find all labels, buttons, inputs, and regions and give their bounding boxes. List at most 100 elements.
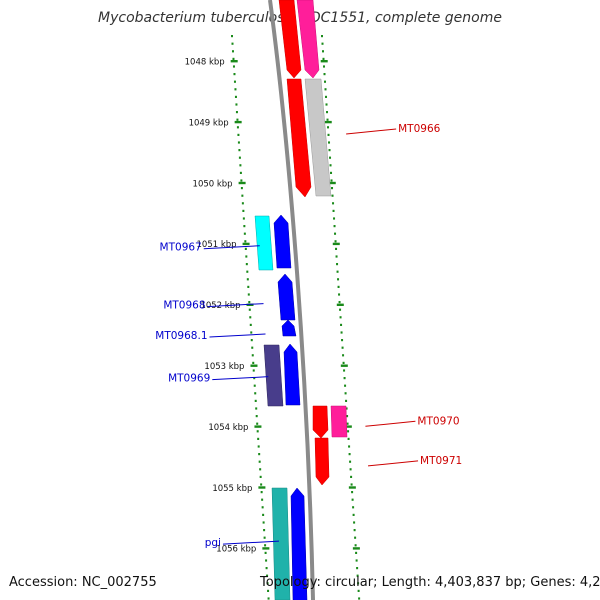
track-dot-left xyxy=(257,437,260,440)
track-dot-left xyxy=(252,361,255,364)
track-dot-left xyxy=(249,316,252,319)
track-dot-left xyxy=(240,179,243,182)
track-dot-right xyxy=(338,293,341,296)
track-dot-left xyxy=(246,270,249,273)
feature-teal[interactable] xyxy=(271,487,291,600)
gene-label[interactable]: MT0968 xyxy=(163,300,205,312)
track-dot-left xyxy=(248,301,251,304)
track-dot-right xyxy=(348,453,351,456)
feature-forward-magenta[interactable] xyxy=(330,405,348,438)
track-dot-left xyxy=(258,460,261,463)
tick-mark-right xyxy=(336,303,344,306)
feature-mt0969[interactable] xyxy=(283,343,301,406)
tick-label: 1056 kbp xyxy=(216,545,256,555)
track-dot-left xyxy=(254,392,257,395)
track-dot-right xyxy=(329,164,332,167)
track-dot-left xyxy=(232,57,235,60)
gene-label[interactable]: MT0966 xyxy=(398,123,441,135)
track-dot-left xyxy=(231,35,233,38)
gene-leader-line xyxy=(222,540,279,545)
track-dot-right xyxy=(324,80,327,83)
track-dot-right xyxy=(340,331,343,334)
tick-label: 1054 kbp xyxy=(208,423,248,433)
gene-leader-line xyxy=(367,460,419,467)
track-dot-right xyxy=(352,506,355,509)
feature-forward-grey[interactable] xyxy=(304,78,332,197)
track-dot-left xyxy=(262,513,265,516)
gene-label[interactable]: MT0967 xyxy=(160,242,202,254)
gene-leader-line xyxy=(212,376,269,381)
track-dot-right xyxy=(343,369,346,372)
track-dot-left xyxy=(247,285,250,288)
track-dot-left xyxy=(238,156,241,159)
track-dot-right xyxy=(321,35,323,38)
track-dot-left xyxy=(260,483,263,486)
gene-label[interactable]: MT0968.1 xyxy=(155,330,207,342)
feature-mt0968-1[interactable] xyxy=(281,319,297,337)
gene-leader-line xyxy=(209,333,266,338)
track-dot-left xyxy=(266,582,269,585)
tick-mark-left xyxy=(230,60,238,63)
track-dot-left xyxy=(235,103,238,106)
track-dot-left xyxy=(244,247,247,250)
track-dot-left xyxy=(256,430,259,433)
track-dot-right xyxy=(351,491,354,494)
track-dot-right xyxy=(345,407,348,410)
track-dot-right xyxy=(346,422,349,425)
feature-reverse-bottom[interactable] xyxy=(294,594,306,600)
gene-leader-line xyxy=(346,128,397,135)
track-dot-left xyxy=(232,65,235,68)
track-dot-right xyxy=(336,270,339,273)
tick-label: 1048 kbp xyxy=(185,58,225,68)
tick-mark-right xyxy=(332,242,340,246)
track-dot-right xyxy=(339,316,342,319)
track-dot-left xyxy=(233,80,236,83)
gene-label[interactable]: pgi xyxy=(205,537,221,549)
feature-forward[interactable] xyxy=(296,0,320,79)
feature-pgi[interactable] xyxy=(290,487,308,600)
gene-label[interactable]: MT0969 xyxy=(168,373,210,385)
track-dot-right xyxy=(338,301,341,304)
track-dot-right xyxy=(322,57,325,60)
track-dot-right xyxy=(328,141,331,144)
track-dot-left xyxy=(265,567,268,570)
track-dot-right xyxy=(324,88,327,91)
track-dot-right xyxy=(349,460,352,463)
gene-label[interactable]: MT0970 xyxy=(417,415,459,427)
feature-mt0966[interactable] xyxy=(286,78,312,198)
track-dot-left xyxy=(266,574,269,577)
tick-mark-right xyxy=(340,364,348,367)
track-dot-left xyxy=(233,73,236,76)
tick-mark-left xyxy=(250,364,258,367)
feature-cyan[interactable] xyxy=(254,215,274,271)
track-dot-right xyxy=(348,445,351,448)
track-dot-right xyxy=(330,171,333,174)
track-dot-left xyxy=(241,202,244,205)
track-dot-right xyxy=(323,73,326,76)
scale-ticks xyxy=(230,60,360,550)
track-dot-right xyxy=(342,361,345,364)
feature-mt0967[interactable] xyxy=(273,214,292,269)
track-dot-left xyxy=(237,133,240,136)
gene-leader-line xyxy=(203,245,260,250)
feature-mt0970[interactable] xyxy=(312,405,329,439)
tick-mark-left xyxy=(258,486,266,489)
track-dot-right xyxy=(355,551,358,554)
track-dot-right xyxy=(356,567,359,570)
tick-mark-left xyxy=(242,242,250,246)
feature-forward[interactable] xyxy=(278,0,302,79)
track-dot-left xyxy=(250,331,253,334)
track-dot-left xyxy=(250,339,253,342)
track-dot-left xyxy=(264,551,267,554)
feature-mt0971[interactable] xyxy=(314,437,330,486)
track-dot-left xyxy=(264,544,267,547)
feature-mt0968[interactable] xyxy=(277,273,296,321)
track-dot-left xyxy=(236,118,239,121)
track-dot-right xyxy=(330,179,333,182)
genome-summary-text: Topology: circular; Length: 4,403,837 bp… xyxy=(260,575,600,590)
feature-slate[interactable] xyxy=(263,344,284,407)
gene-label[interactable]: MT0971 xyxy=(420,455,462,467)
track-dot-right xyxy=(341,339,344,342)
